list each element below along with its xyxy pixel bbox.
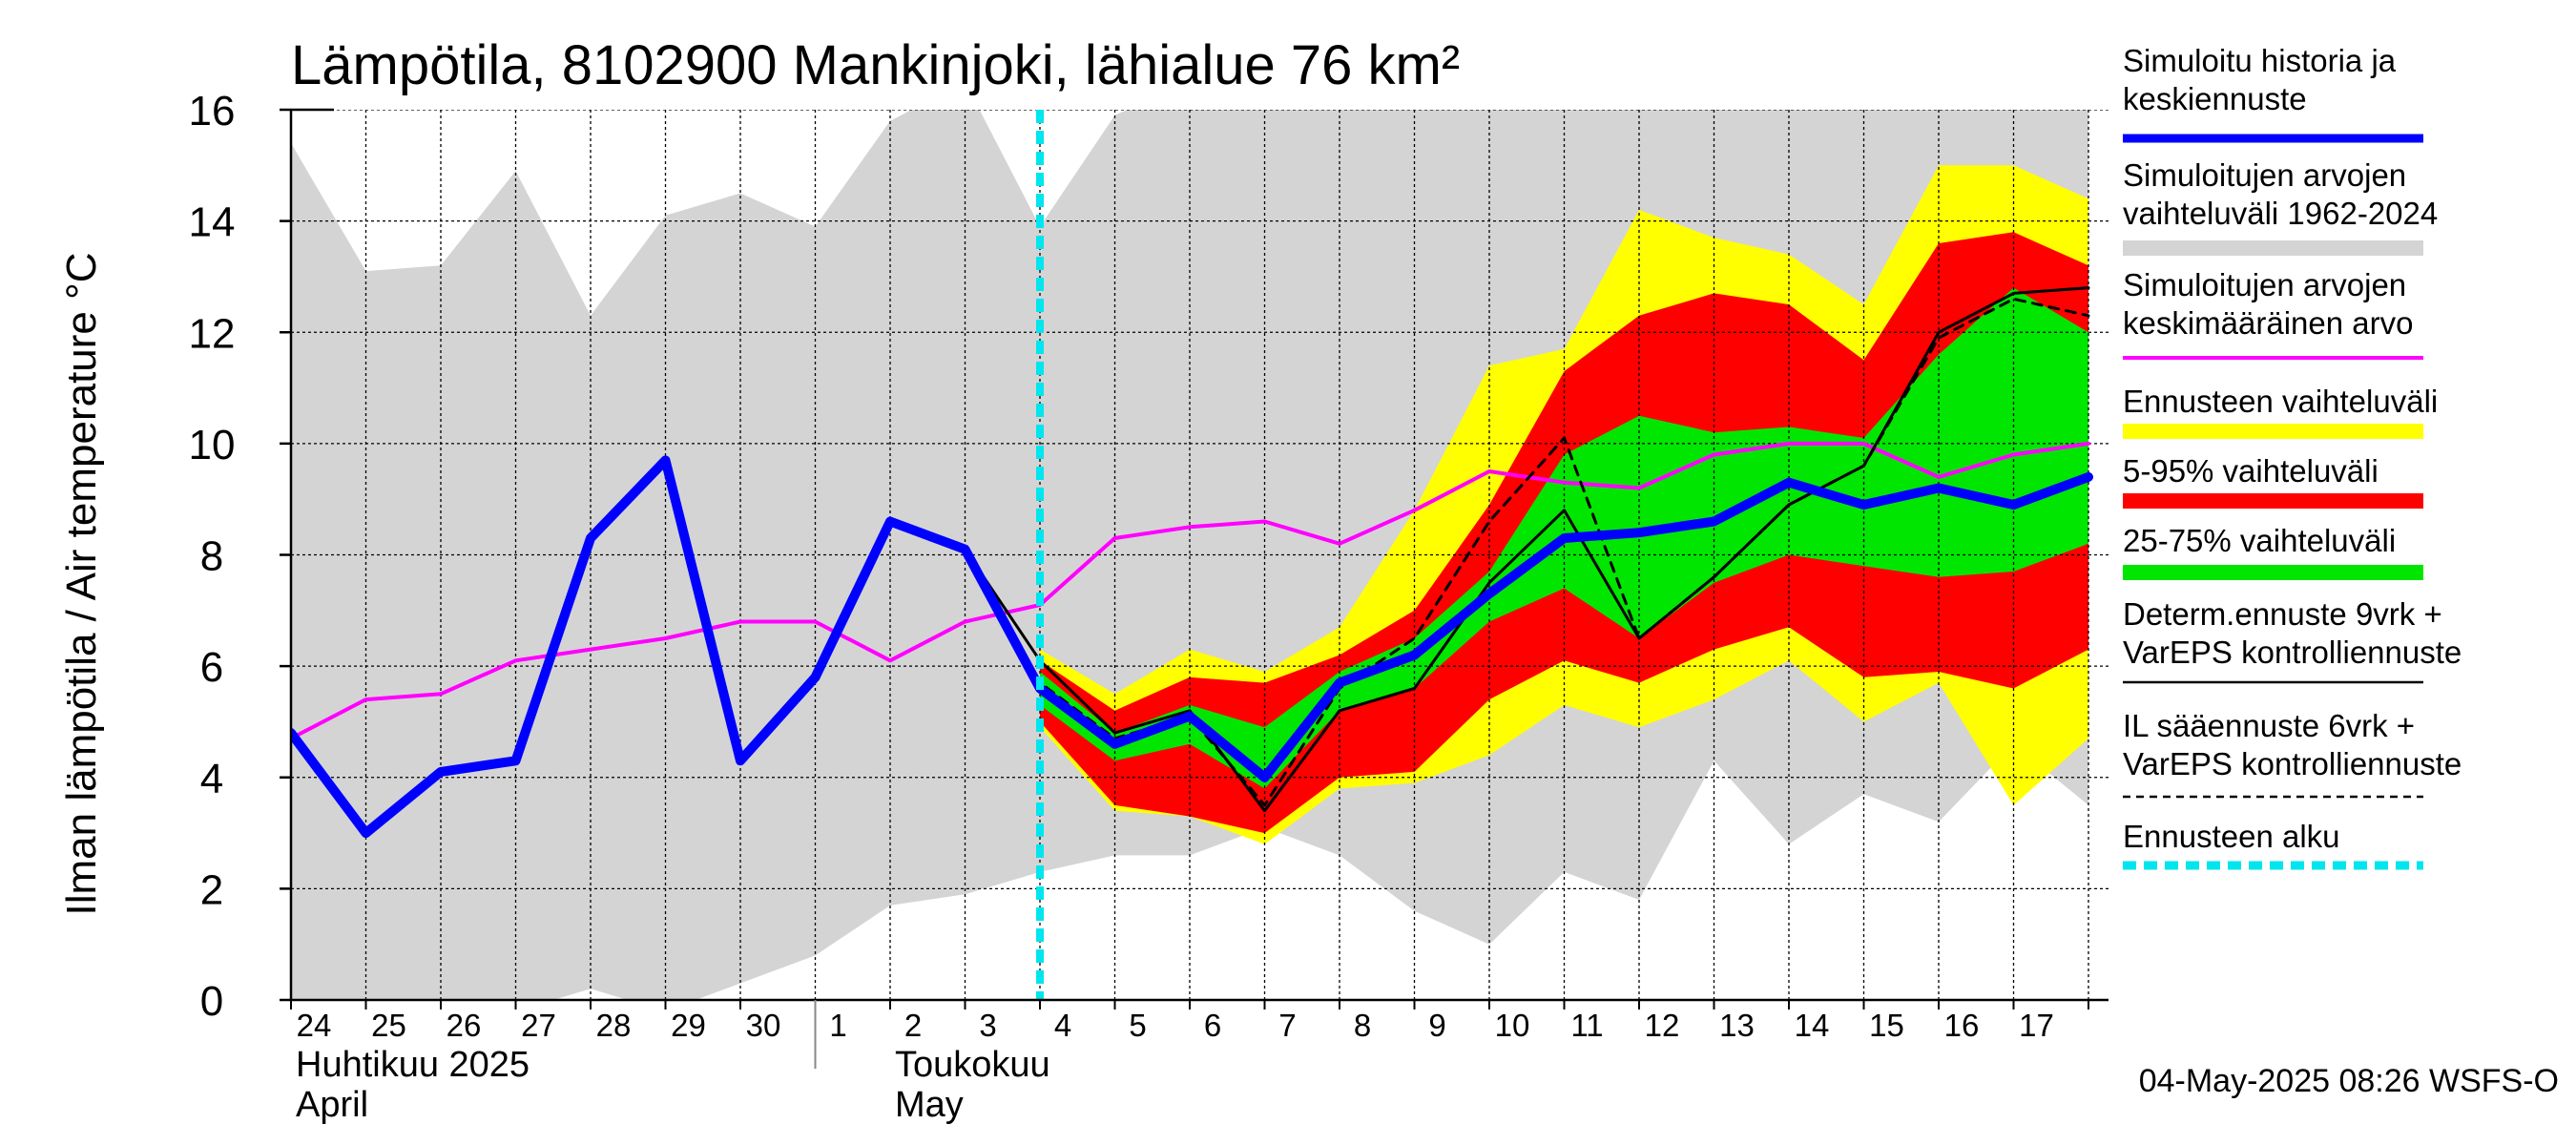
x-tick-label: 14 — [1795, 1008, 1830, 1043]
month-label-en: May — [895, 1085, 964, 1125]
month-label: Toukokuu — [895, 1045, 1050, 1085]
y-tick-label: 10 — [189, 422, 236, 468]
x-tick-label: 8 — [1354, 1008, 1371, 1043]
x-tick-label: 15 — [1869, 1008, 1904, 1043]
month-label: Huhtikuu 2025 — [296, 1045, 530, 1085]
legend-label: keskimääräinen arvo — [2123, 305, 2413, 341]
y-tick-label: 2 — [200, 866, 223, 913]
x-tick-label: 26 — [447, 1008, 482, 1043]
x-tick-label: 17 — [2019, 1008, 2054, 1043]
legend-label: 25-75% vaihteluväli — [2123, 523, 2396, 558]
x-tick-label: 3 — [979, 1008, 996, 1043]
x-tick-label: 16 — [1944, 1008, 1980, 1043]
y-tick-label: 8 — [200, 533, 223, 580]
x-tick-label: 7 — [1278, 1008, 1296, 1043]
x-tick-label: 11 — [1570, 1008, 1603, 1043]
legend-item-ens: Ennusteen vaihteluväli — [2123, 384, 2438, 439]
legend-label: VarEPS kontrolliennuste — [2123, 746, 2462, 781]
legend-item-il: IL sääennuste 6vrk + VarEPS kontrollienn… — [2123, 708, 2462, 799]
legend-item-start: Ennusteen alku — [2123, 819, 2423, 870]
plot-clip-group — [291, 110, 2109, 1000]
y-tick-label: 4 — [200, 756, 223, 802]
legend-label: 5-95% vaihteluväli — [2123, 453, 2379, 489]
legend-label: keskiennuste — [2123, 81, 2307, 116]
legend-label: vaihteluväli 1962-2024 — [2123, 196, 2438, 231]
legend-label: Simuloitu historia ja — [2123, 43, 2397, 78]
x-tick-label: 4 — [1054, 1008, 1071, 1043]
legend: Simuloitu historia jakeskiennusteSimuloi… — [2123, 43, 2462, 870]
y-tick-label: 0 — [200, 978, 223, 1025]
plot-area — [291, 110, 2109, 1000]
x-tick-label: 10 — [1495, 1008, 1530, 1043]
x-tick-label: 6 — [1204, 1008, 1221, 1043]
y-tick-label: 12 — [189, 310, 236, 357]
legend-label: Determ.ennuste 9vrk + — [2123, 596, 2442, 632]
x-tick-label: 29 — [671, 1008, 706, 1043]
legend-label: Simuloitujen arvojen — [2123, 267, 2406, 302]
month-label-en: April — [296, 1085, 368, 1125]
x-tick-label: 30 — [746, 1008, 781, 1043]
footer-timestamp: 04-May-2025 08:26 WSFS-O — [2139, 1063, 2559, 1099]
x-tick-label: 12 — [1645, 1008, 1680, 1043]
y-tick-label: 14 — [189, 199, 236, 246]
x-tick-label: 25 — [371, 1008, 406, 1043]
legend-label: VarEPS kontrolliennuste — [2123, 635, 2462, 670]
legend-item-determ: Determ.ennuste 9vrk +VarEPS kontrollienn… — [2123, 596, 2462, 684]
x-tick-label: 2 — [904, 1008, 922, 1043]
legend-label: Ennusteen alku — [2123, 819, 2340, 854]
x-tick-label: 9 — [1428, 1008, 1445, 1043]
y-tick-label: 16 — [189, 88, 236, 135]
chart-title: Lämpötila, 8102900 Mankinjoki, lähialue … — [291, 34, 1460, 96]
legend-label: IL sääennuste 6vrk + — [2123, 708, 2415, 743]
x-tick-label: 1 — [829, 1008, 846, 1043]
legend-item-r2575: 25-75% vaihteluväli — [2123, 523, 2423, 580]
legend-item-r595: 5-95% vaihteluväli — [2123, 453, 2423, 509]
legend-label: Simuloitujen arvojen — [2123, 157, 2406, 193]
x-tick-label: 5 — [1129, 1008, 1146, 1043]
y-tick-label: 6 — [200, 644, 223, 691]
legend-label: Ennusteen vaihteluväli — [2123, 384, 2438, 419]
x-tick-label: 28 — [596, 1008, 632, 1043]
y-axis-label: Ilman lämpötila / Air temperature °C — [58, 253, 105, 916]
x-tick-label: 27 — [521, 1008, 556, 1043]
x-tick-label: 24 — [297, 1008, 332, 1043]
x-tick-label: 13 — [1719, 1008, 1755, 1043]
